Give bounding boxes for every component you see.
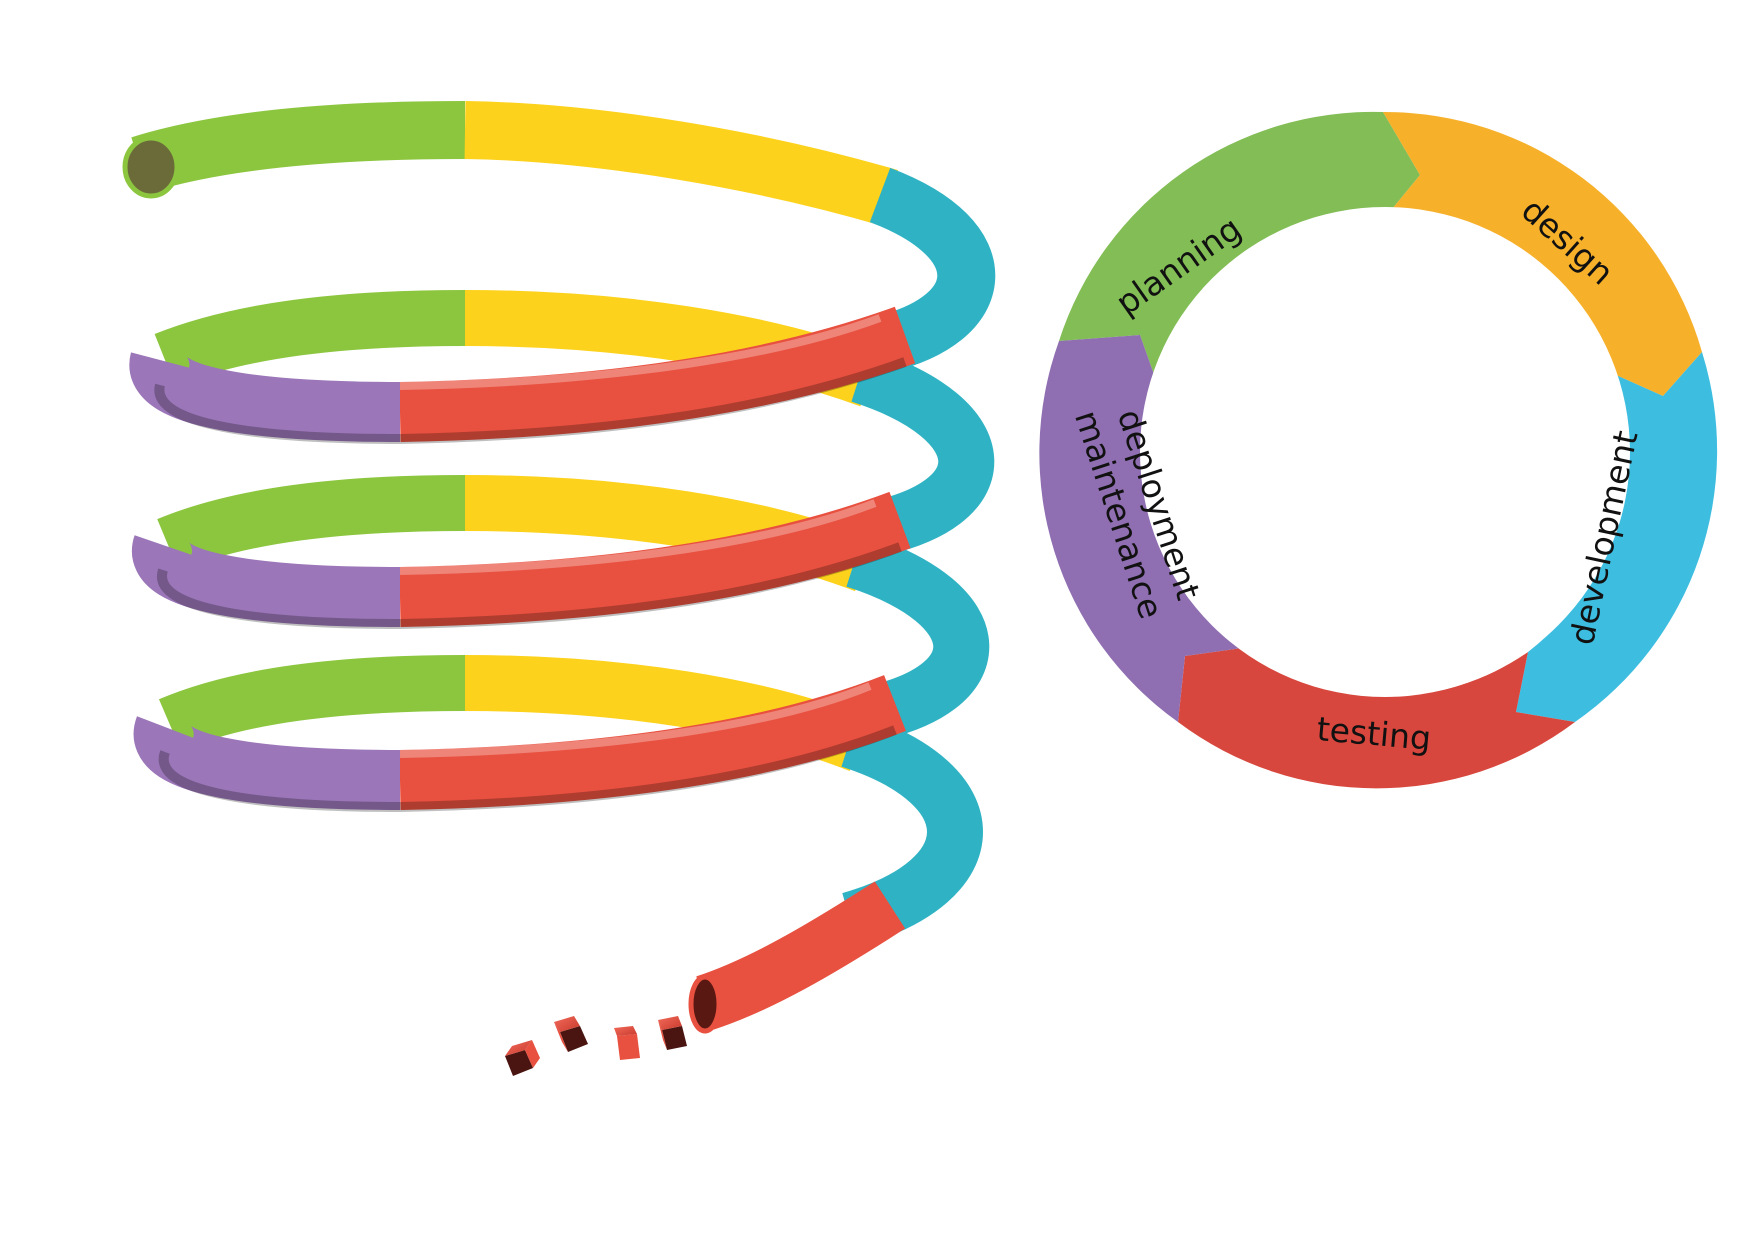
coil-3-cyan-segment — [846, 533, 990, 743]
tail-red-segment — [696, 881, 906, 1030]
coil-2-cyan-segment — [851, 348, 995, 558]
trailing-blocks — [505, 1016, 687, 1076]
coil-1-green-segment — [131, 101, 466, 193]
coil-3-purple-segment — [133, 716, 401, 810]
tube-shading — [154, 357, 907, 813]
block-4 — [658, 1016, 687, 1050]
ring-segment-testing — [1178, 648, 1575, 789]
coil-1-red-segment — [399, 306, 916, 442]
coil-tail — [696, 881, 906, 1030]
coil-2-red-segment — [399, 491, 911, 627]
ring-segment-development — [1516, 352, 1718, 722]
coil-2-green-segment — [154, 290, 466, 387]
coil-4-cyan-segment — [841, 713, 983, 947]
tube-open-end-icon — [122, 135, 180, 199]
coil-1-cyan-segment — [869, 167, 996, 374]
ring-segment-deployment-maintenance — [1039, 335, 1242, 722]
ring-segment-design — [1383, 111, 1702, 396]
coil-3-front — [133, 675, 906, 810]
block-1 — [505, 1040, 540, 1076]
sdlc-cycle-ring: planning design development testing depl… — [1039, 111, 1718, 789]
block-3 — [614, 1026, 640, 1060]
ring-segment-planning — [1059, 111, 1420, 381]
tube-highlights — [399, 314, 882, 758]
coil-2-front — [132, 491, 911, 627]
ring-hole — [1140, 207, 1630, 697]
coil-4-green-segment — [158, 655, 466, 751]
coil-1-purple-segment — [129, 352, 401, 442]
tube-open-end-tail-icon — [688, 974, 722, 1034]
coil-2-purple-segment — [132, 535, 401, 627]
coil-1-yellow-segment — [464, 101, 899, 226]
coil-1-front — [129, 306, 916, 442]
block-2 — [554, 1016, 588, 1052]
coil-3-red-segment — [399, 675, 906, 810]
spiral-coil-illustration — [122, 101, 996, 1076]
coil-3-green-segment — [157, 475, 466, 571]
